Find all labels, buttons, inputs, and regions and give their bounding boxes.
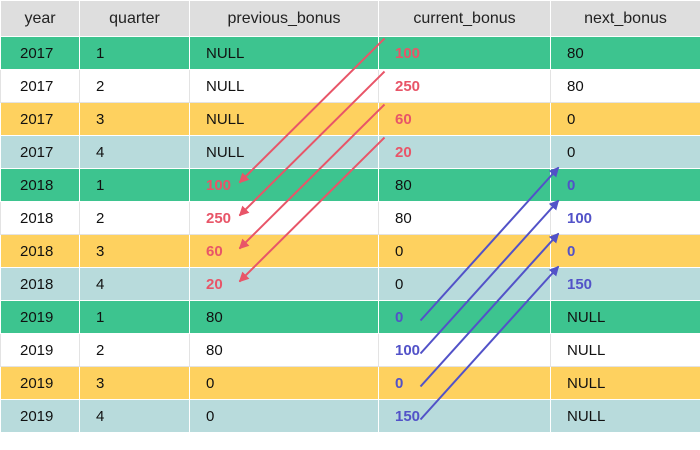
table-body: 2017 1 NULL 100 80 2017 2 NULL 250 80 2017 3 NULL 60 0… [0,36,700,433]
cell-quarter: 4 [79,267,190,301]
cell-previous-bonus: 80 [189,333,379,367]
cell-year: 2018 [0,201,80,235]
header-row: year quarter previous_bonus current_bonu… [0,0,700,37]
cell-previous-bonus: 20 [189,267,379,301]
column-header-year: year [0,0,80,37]
cell-previous-bonus: 250 [189,201,379,235]
cell-current-bonus: 0 [378,234,551,268]
cell-previous-bonus: NULL [189,36,379,70]
table-row: 2019 2 80 100 NULL [0,333,700,367]
cell-next-bonus: 0 [550,102,700,136]
cell-previous-bonus: 100 [189,168,379,202]
column-header-current-bonus: current_bonus [378,0,551,37]
cell-year: 2019 [0,333,80,367]
cell-previous-bonus: NULL [189,135,379,169]
cell-previous-bonus: 60 [189,234,379,268]
table-row: 2017 1 NULL 100 80 [0,36,700,70]
cell-current-bonus: 60 [378,102,551,136]
cell-year: 2019 [0,366,80,400]
table-row: 2018 4 20 0 150 [0,267,700,301]
cell-current-bonus: 100 [378,333,551,367]
table-row: 2018 3 60 0 0 [0,234,700,268]
cell-next-bonus: 100 [550,201,700,235]
cell-current-bonus: 80 [378,201,551,235]
cell-quarter: 1 [79,36,190,70]
cell-previous-bonus: 0 [189,366,379,400]
cell-next-bonus: NULL [550,333,700,367]
cell-next-bonus: 0 [550,234,700,268]
cell-next-bonus: NULL [550,366,700,400]
cell-current-bonus: 0 [378,366,551,400]
cell-current-bonus: 20 [378,135,551,169]
cell-quarter: 2 [79,69,190,103]
cell-next-bonus: 80 [550,36,700,70]
cell-current-bonus: 150 [378,399,551,433]
table-row: 2018 2 250 80 100 [0,201,700,235]
cell-current-bonus: 0 [378,300,551,334]
cell-quarter: 1 [79,168,190,202]
cell-previous-bonus: 80 [189,300,379,334]
cell-next-bonus: 0 [550,135,700,169]
cell-previous-bonus: NULL [189,102,379,136]
cell-current-bonus: 100 [378,36,551,70]
cell-next-bonus: 0 [550,168,700,202]
table-row: 2019 4 0 150 NULL [0,399,700,433]
cell-previous-bonus: NULL [189,69,379,103]
cell-current-bonus: 250 [378,69,551,103]
cell-year: 2018 [0,234,80,268]
cell-quarter: 3 [79,366,190,400]
cell-quarter: 4 [79,399,190,433]
cell-year: 2019 [0,399,80,433]
cell-year: 2017 [0,135,80,169]
cell-previous-bonus: 0 [189,399,379,433]
cell-year: 2017 [0,36,80,70]
cell-year: 2017 [0,102,80,136]
cell-next-bonus: NULL [550,399,700,433]
table-row: 2017 2 NULL 250 80 [0,69,700,103]
bonus-table: year quarter previous_bonus current_bonu… [0,0,700,433]
column-header-next-bonus: next_bonus [550,0,700,37]
cell-year: 2018 [0,267,80,301]
column-header-previous-bonus: previous_bonus [189,0,379,37]
cell-quarter: 1 [79,300,190,334]
table-row: 2017 3 NULL 60 0 [0,102,700,136]
column-header-quarter: quarter [79,0,190,37]
table-row: 2019 1 80 0 NULL [0,300,700,334]
cell-quarter: 4 [79,135,190,169]
table-row: 2018 1 100 80 0 [0,168,700,202]
table-row: 2017 4 NULL 20 0 [0,135,700,169]
cell-year: 2019 [0,300,80,334]
cell-year: 2017 [0,69,80,103]
cell-next-bonus: 150 [550,267,700,301]
cell-quarter: 3 [79,102,190,136]
cell-current-bonus: 0 [378,267,551,301]
cell-quarter: 3 [79,234,190,268]
cell-next-bonus: NULL [550,300,700,334]
cell-quarter: 2 [79,333,190,367]
cell-year: 2018 [0,168,80,202]
cell-next-bonus: 80 [550,69,700,103]
table-row: 2019 3 0 0 NULL [0,366,700,400]
cell-quarter: 2 [79,201,190,235]
cell-current-bonus: 80 [378,168,551,202]
